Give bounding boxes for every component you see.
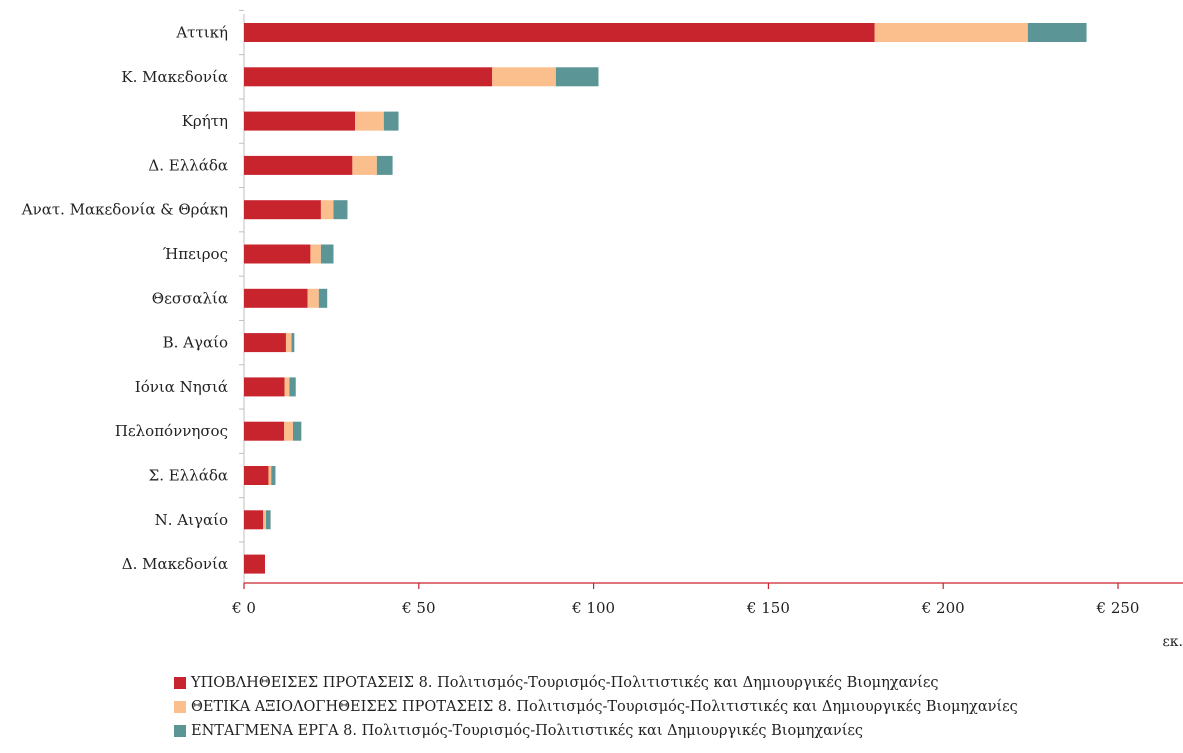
bar-segment <box>244 67 493 87</box>
bar-segment <box>266 510 271 530</box>
legend-label-included-projects: ΕΝΤΑΓΜΕΝΑ ΕΡΓΑ 8. Πολιτισμός-Τουρισμός-Π… <box>191 723 864 739</box>
category-label: Κ. Μακεδονία <box>121 68 228 86</box>
legend-swatch-submitted <box>174 677 186 689</box>
bar-segment <box>333 200 348 220</box>
legend-swatch-included-projects <box>174 725 186 737</box>
bar-segment <box>244 466 269 485</box>
category-label: Ιόνια Νησιά <box>135 378 228 396</box>
bar-segment <box>244 377 285 397</box>
category-label: Δ. Μακεδονία <box>122 555 228 573</box>
bar-segment <box>320 244 334 264</box>
category-label: Πελοπόννησος <box>115 422 228 440</box>
x-tick-label: € 0 <box>231 599 256 617</box>
bar-segment <box>271 466 276 485</box>
bar-segment <box>318 288 328 308</box>
bar-segment <box>555 67 599 87</box>
category-label: Σ. Ελλάδα <box>149 467 228 485</box>
bar-segment <box>244 421 285 441</box>
bar-segment <box>320 200 334 220</box>
bar-segment <box>285 333 292 353</box>
bar-segment <box>307 288 319 308</box>
bar-segment <box>291 333 295 353</box>
x-axis-unit-label: εκ. <box>1162 634 1183 650</box>
bar-segment <box>310 244 321 264</box>
legend-item-included-projects: ΕΝΤΑΓΜΕΝΑ ΕΡΓΑ 8. Πολιτισμός-Τουρισμός-Π… <box>174 719 1018 743</box>
legend-item-positively-evaluated: ΘΕΤΙΚΑ ΑΞΙΟΛΟΓΗΘΕΙΣΕΣ ΠΡΟΤΑΣΕΙΣ 8. Πολιτ… <box>174 695 1018 719</box>
bar-segment <box>383 111 399 131</box>
legend-label-submitted: ΥΠΟΒΛΗΘΕΙΣΕΣ ΠΡΟΤΑΣΕΙΣ 8. Πολιτισμός-Του… <box>191 675 939 691</box>
category-label: Ήπειρος <box>163 245 228 263</box>
bar-segment <box>244 200 321 220</box>
bar-segment <box>492 67 556 87</box>
bar-segment <box>874 23 1028 42</box>
x-tick-label: € 50 <box>401 599 435 617</box>
bar-segment <box>244 155 353 175</box>
bar-segment <box>244 23 875 42</box>
bar-segment <box>244 244 311 264</box>
stacked-bar-chart: Αττική Κ. Μακεδονία Κρήτη Δ. Ελλάδα Ανατ. Μα… <box>21 9 1183 617</box>
chart-legend: ΥΠΟΒΛΗΘΕΙΣΕΣ ΠΡΟΤΑΣΕΙΣ 8. Πολιτισμός-Του… <box>174 671 1018 743</box>
x-tick-label: € 250 <box>1096 599 1140 617</box>
legend-item-submitted: ΥΠΟΒΛΗΘΕΙΣΕΣ ΠΡΟΤΑΣΕΙΣ 8. Πολιτισμός-Του… <box>174 671 1018 695</box>
bar-segment <box>284 377 290 397</box>
bar-segment <box>244 554 265 574</box>
bar-segment <box>355 111 384 131</box>
category-label: Θεσσαλία <box>152 289 228 307</box>
bar-segment <box>244 288 308 308</box>
bar-segment <box>292 421 302 441</box>
bar-segment <box>268 466 272 485</box>
x-tick-label: € 200 <box>921 599 965 617</box>
x-tick-label: € 100 <box>571 599 615 617</box>
category-label: Β. Αγαίο <box>163 334 228 352</box>
bar-segment <box>352 155 377 175</box>
legend-swatch-positively-evaluated <box>174 701 186 713</box>
category-label: Αττική <box>175 24 228 42</box>
legend-label-positively-evaluated: ΘΕΤΙΚΑ ΑΞΙΟΛΟΓΗΘΕΙΣΕΣ ΠΡΟΤΑΣΕΙΣ 8. Πολιτ… <box>191 699 1018 715</box>
category-label: Ν. Αιγαίο <box>155 511 228 529</box>
x-tick-label: € 150 <box>746 599 790 617</box>
category-label: Ανατ. Μακεδονία & Θράκη <box>21 201 228 219</box>
bar-segment <box>289 377 296 397</box>
bar-segment <box>1027 23 1087 42</box>
bar-segment <box>284 421 293 441</box>
bar-segment <box>244 333 286 353</box>
category-label: Δ. Ελλάδα <box>148 156 228 174</box>
bar-segment <box>244 510 264 530</box>
bar-segment <box>244 111 356 131</box>
bar-segment <box>263 510 267 530</box>
bar-segment <box>376 155 393 175</box>
category-label: Κρήτη <box>182 112 228 130</box>
